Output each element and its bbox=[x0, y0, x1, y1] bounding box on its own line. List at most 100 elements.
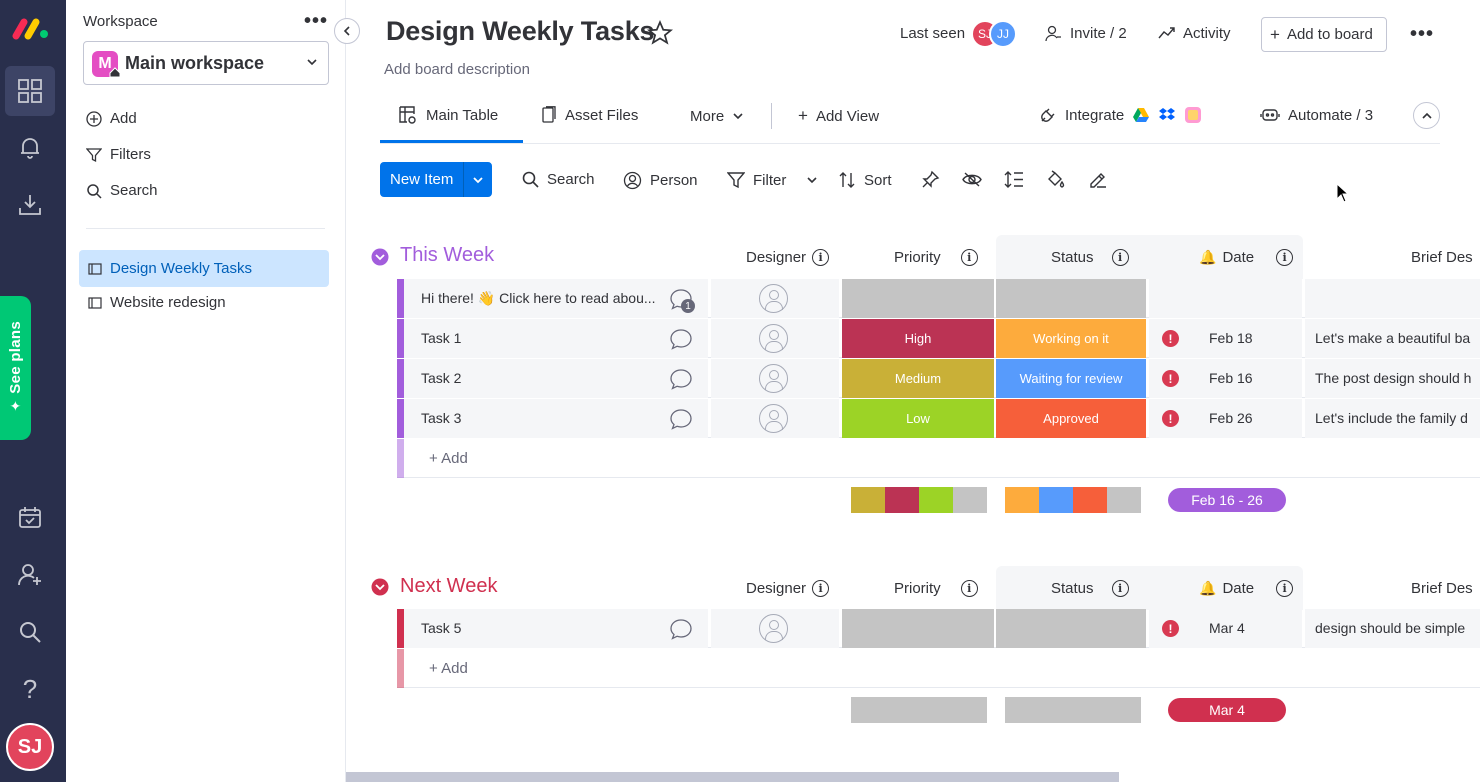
sort-button[interactable]: Sort bbox=[838, 171, 892, 189]
date-cell[interactable]: ! Feb 16 bbox=[1149, 359, 1302, 398]
brief-cell[interactable]: Let's make a beautiful ba bbox=[1305, 319, 1480, 358]
priority-summary-segment[interactable] bbox=[851, 697, 987, 723]
download-icon[interactable] bbox=[5, 180, 55, 230]
user-avatar[interactable]: SJ bbox=[6, 723, 54, 771]
priority-summary-segment[interactable] bbox=[919, 487, 953, 513]
workspace-menu-icon[interactable]: ••• bbox=[304, 10, 329, 32]
item-name[interactable]: Task 3 bbox=[404, 399, 708, 438]
group-title[interactable]: Next Week bbox=[400, 575, 498, 597]
update-bubble-icon[interactable] bbox=[669, 618, 693, 640]
date-cell[interactable]: ! Mar 4 bbox=[1149, 609, 1302, 648]
item-name[interactable]: Task 1 bbox=[404, 319, 708, 358]
brief-cell[interactable]: design should be simple bbox=[1305, 609, 1480, 648]
tab-asset-files[interactable]: Asset Files bbox=[541, 102, 638, 128]
priority-summary-segment[interactable] bbox=[851, 487, 885, 513]
tab-more[interactable]: More bbox=[690, 103, 744, 129]
edit-pen-icon[interactable] bbox=[1088, 170, 1108, 189]
status-summary-segment[interactable] bbox=[1005, 487, 1039, 513]
column-header-priority[interactable]: Priority i bbox=[894, 580, 978, 597]
info-icon[interactable]: i bbox=[1111, 249, 1129, 266]
column-header-priority[interactable]: Priority i bbox=[894, 249, 978, 266]
date-range-pill[interactable]: Feb 16 - 26 bbox=[1168, 488, 1286, 512]
collapse-panel-button[interactable] bbox=[334, 18, 360, 44]
status-summary-segment[interactable] bbox=[1039, 487, 1073, 513]
designer-cell[interactable] bbox=[711, 319, 839, 358]
column-header-date[interactable]: 🔔 Date i bbox=[1199, 249, 1294, 266]
board-title[interactable]: Design Weekly Tasks bbox=[386, 16, 655, 46]
priority-summary-segment[interactable] bbox=[885, 487, 919, 513]
status-summary-segment[interactable] bbox=[1005, 697, 1141, 723]
column-header-date[interactable]: 🔔 Date i bbox=[1199, 580, 1294, 597]
tab-main-table[interactable]: Main Table bbox=[398, 102, 498, 128]
designer-cell[interactable] bbox=[711, 399, 839, 438]
designer-cell[interactable] bbox=[711, 609, 839, 648]
new-item-button[interactable]: New Item bbox=[380, 162, 493, 197]
priority-cell[interactable] bbox=[842, 279, 994, 318]
status-cell[interactable] bbox=[996, 609, 1146, 648]
pin-icon[interactable] bbox=[921, 170, 940, 189]
add-action[interactable]: Add bbox=[86, 110, 137, 127]
status-cell[interactable] bbox=[996, 279, 1146, 318]
column-header-brief[interactable]: Brief Des bbox=[1411, 580, 1473, 597]
person-filter-button[interactable]: Person bbox=[623, 171, 698, 190]
priority-cell[interactable]: High bbox=[842, 319, 994, 358]
column-header-designer[interactable]: Designer i bbox=[746, 249, 830, 266]
update-bubble-icon[interactable] bbox=[669, 408, 693, 430]
add-item-row[interactable]: + Add bbox=[397, 439, 1480, 478]
priority-cell[interactable] bbox=[842, 609, 994, 648]
group-collapse-icon[interactable] bbox=[371, 578, 389, 596]
column-header-designer[interactable]: Designer i bbox=[746, 580, 830, 597]
calendar-check-icon[interactable] bbox=[5, 493, 55, 543]
date-range-pill[interactable]: Mar 4 bbox=[1168, 698, 1286, 722]
see-plans-button[interactable]: See plans ✦ bbox=[0, 296, 31, 440]
brief-cell[interactable] bbox=[1305, 279, 1480, 318]
info-icon[interactable]: i bbox=[812, 249, 830, 266]
status-summary-segment[interactable] bbox=[1107, 487, 1141, 513]
automate-button[interactable]: Automate / 3 bbox=[1260, 102, 1373, 128]
hide-eye-icon[interactable] bbox=[962, 170, 982, 189]
invite-member-icon[interactable] bbox=[5, 550, 55, 600]
chevron-down-icon[interactable] bbox=[464, 174, 492, 186]
info-icon[interactable]: i bbox=[1276, 249, 1294, 266]
table-row[interactable]: Task 3 Low Approved ! Feb 26 Let's inclu… bbox=[397, 399, 1480, 438]
monday-logo[interactable] bbox=[12, 14, 50, 42]
item-name[interactable]: Task 2 bbox=[404, 359, 708, 398]
search-button[interactable]: Search bbox=[522, 171, 595, 188]
status-summary-segment[interactable] bbox=[1073, 487, 1107, 513]
invite-button[interactable]: Invite / 2 bbox=[1045, 25, 1127, 42]
board-menu-icon[interactable]: ••• bbox=[1410, 23, 1435, 45]
workspace-selector[interactable]: M Main workspace bbox=[83, 41, 329, 85]
table-row[interactable]: Task 2 Medium Waiting for review ! Feb 1… bbox=[397, 359, 1480, 398]
table-row[interactable]: Hi there! 👋 Click here to read abou... 1 bbox=[397, 279, 1480, 318]
brief-cell[interactable]: Let's include the family d bbox=[1305, 399, 1480, 438]
item-name[interactable]: Hi there! 👋 Click here to read abou... bbox=[404, 279, 708, 318]
board-item-design-weekly-tasks[interactable]: Design Weekly Tasks bbox=[79, 250, 329, 287]
status-cell[interactable]: Working on it bbox=[996, 319, 1146, 358]
chevron-down-icon[interactable] bbox=[806, 174, 818, 186]
column-header-brief[interactable]: Brief Des bbox=[1411, 249, 1473, 266]
date-cell[interactable]: ! Feb 18 bbox=[1149, 319, 1302, 358]
info-icon[interactable]: i bbox=[960, 580, 978, 597]
date-cell[interactable]: ! Feb 26 bbox=[1149, 399, 1302, 438]
table-row[interactable]: Task 5 ! Mar 4 design should be simple bbox=[397, 609, 1480, 648]
last-seen[interactable]: Last seen bbox=[900, 25, 965, 42]
add-view-button[interactable]: + Add View bbox=[798, 103, 879, 129]
priority-cell[interactable]: Medium bbox=[842, 359, 994, 398]
update-bubble-icon[interactable]: 1 bbox=[669, 288, 695, 313]
search-action[interactable]: Search bbox=[86, 182, 158, 199]
update-bubble-icon[interactable] bbox=[669, 368, 693, 390]
update-bubble-icon[interactable] bbox=[669, 328, 693, 350]
designer-cell[interactable] bbox=[711, 279, 839, 318]
board-description[interactable]: Add board description bbox=[384, 61, 530, 78]
bell-icon[interactable] bbox=[5, 123, 55, 173]
horizontal-scrollbar[interactable] bbox=[346, 772, 1119, 782]
activity-button[interactable]: Activity bbox=[1158, 25, 1231, 42]
info-icon[interactable]: i bbox=[1276, 580, 1294, 597]
priority-cell[interactable]: Low bbox=[842, 399, 994, 438]
group-collapse-icon[interactable] bbox=[371, 248, 389, 266]
collapse-header-button[interactable] bbox=[1413, 102, 1440, 129]
date-cell[interactable] bbox=[1149, 279, 1302, 318]
filters-action[interactable]: Filters bbox=[86, 146, 151, 163]
column-header-status[interactable]: Status i bbox=[1051, 249, 1129, 266]
filter-button[interactable]: Filter bbox=[727, 171, 818, 189]
